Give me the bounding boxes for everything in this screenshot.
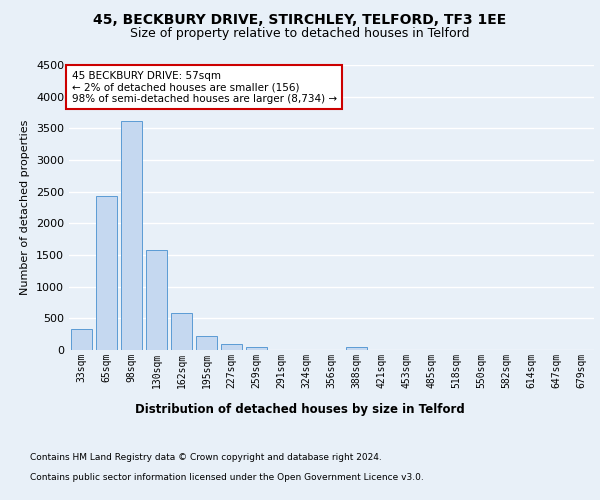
Text: 45, BECKBURY DRIVE, STIRCHLEY, TELFORD, TF3 1EE: 45, BECKBURY DRIVE, STIRCHLEY, TELFORD, … bbox=[94, 12, 506, 26]
Bar bbox=[71, 329, 92, 350]
Text: 45 BECKBURY DRIVE: 57sqm
← 2% of detached houses are smaller (156)
98% of semi-d: 45 BECKBURY DRIVE: 57sqm ← 2% of detache… bbox=[71, 70, 337, 104]
Y-axis label: Number of detached properties: Number of detached properties bbox=[20, 120, 31, 295]
Text: Contains HM Land Registry data © Crown copyright and database right 2024.: Contains HM Land Registry data © Crown c… bbox=[30, 452, 382, 462]
Text: Distribution of detached houses by size in Telford: Distribution of detached houses by size … bbox=[135, 402, 465, 415]
Bar bbox=[221, 344, 242, 350]
Bar bbox=[196, 336, 217, 350]
Text: Size of property relative to detached houses in Telford: Size of property relative to detached ho… bbox=[130, 28, 470, 40]
Bar bbox=[96, 196, 117, 350]
Bar bbox=[346, 346, 367, 350]
Bar bbox=[171, 312, 192, 350]
Bar bbox=[246, 346, 267, 350]
Text: Contains public sector information licensed under the Open Government Licence v3: Contains public sector information licen… bbox=[30, 472, 424, 482]
Bar bbox=[121, 120, 142, 350]
Bar bbox=[146, 250, 167, 350]
